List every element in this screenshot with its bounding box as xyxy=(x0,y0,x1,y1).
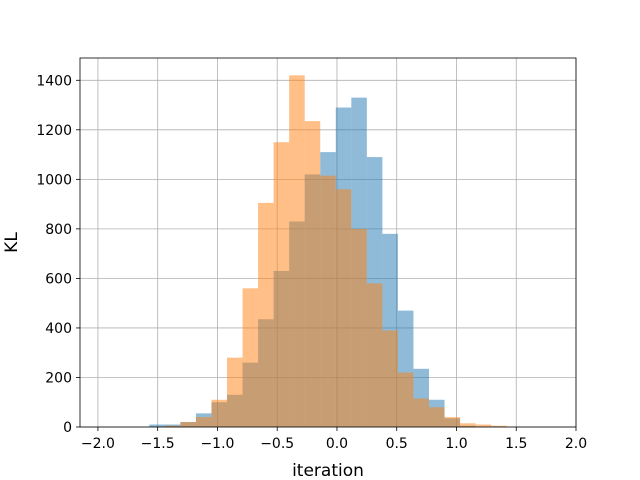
x-axis-ticks: −2.0 −1.5 −1.0 −0.5 0.0 0.5 1.0 1.5 2.0 xyxy=(81,427,587,452)
y-tick-label-7: 1400 xyxy=(36,73,72,89)
y-tick-label-5: 1000 xyxy=(36,172,72,188)
bar-s1-21 xyxy=(491,425,507,427)
bar-s1-0 xyxy=(164,425,181,427)
y-axis-label: KL xyxy=(2,232,22,253)
x-tick-label-4: 0.0 xyxy=(326,436,348,452)
y-tick-label-0: 0 xyxy=(63,420,72,436)
bar-s1-2 xyxy=(195,417,212,427)
bar-s1-3 xyxy=(211,399,228,427)
bar-s1-15 xyxy=(397,372,414,427)
x-tick-label-6: 1.0 xyxy=(445,436,467,452)
bar-s1-16 xyxy=(413,398,429,427)
x-tick-label-3: −0.5 xyxy=(260,436,294,452)
y-tick-label-3: 600 xyxy=(45,271,72,287)
bar-s1-8 xyxy=(289,75,305,427)
series-1 xyxy=(164,75,507,428)
bar-s1-7 xyxy=(273,142,290,427)
x-tick-label-1: −1.5 xyxy=(141,436,175,452)
y-tick-label-4: 800 xyxy=(45,222,72,238)
bar-s1-13 xyxy=(366,283,383,427)
y-tick-label-1: 200 xyxy=(45,370,72,386)
x-tick-label-2: −1.0 xyxy=(200,436,234,452)
bar-s1-12 xyxy=(351,228,367,427)
bar-s1-11 xyxy=(335,189,352,427)
bar-s1-6 xyxy=(258,202,274,427)
y-tick-label-6: 1200 xyxy=(36,123,72,139)
bar-s1-4 xyxy=(227,357,243,427)
y-axis-ticks: 0 200 400 600 800 1000 1200 1400 xyxy=(36,73,80,436)
bar-s0-0 xyxy=(149,424,165,427)
bar-s1-5 xyxy=(242,288,259,427)
bar-s1-14 xyxy=(382,330,398,427)
bar-s1-20 xyxy=(475,424,492,427)
x-tick-label-7: 1.5 xyxy=(505,436,527,452)
bar-s1-19 xyxy=(460,423,476,427)
y-tick-label-2: 400 xyxy=(45,321,72,337)
bar-s1-1 xyxy=(180,422,196,427)
x-tick-label-0: −2.0 xyxy=(81,436,115,452)
bar-s1-18 xyxy=(444,417,461,427)
x-tick-label-5: 0.5 xyxy=(386,436,408,452)
bar-s1-9 xyxy=(304,121,321,428)
bar-s1-10 xyxy=(320,175,336,427)
bar-s1-17 xyxy=(428,407,445,427)
plot-frame xyxy=(79,57,577,428)
bars-layer xyxy=(149,75,507,428)
x-tick-label-8: 2.0 xyxy=(565,436,587,452)
x-axis-label: iteration xyxy=(292,461,364,480)
